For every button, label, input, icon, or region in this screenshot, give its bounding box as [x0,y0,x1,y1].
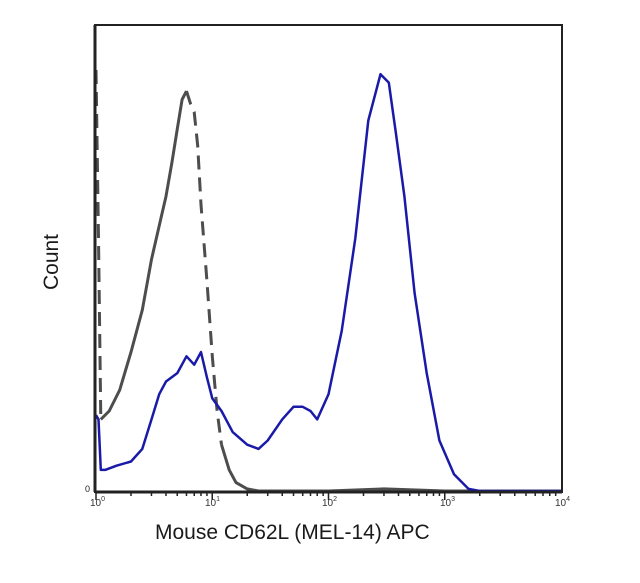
tick-base: 10 [322,498,334,509]
x-tick-10-3: 103 [440,496,455,509]
y-tick-zero: 0 [85,484,91,494]
x-tick-10-4: 104 [555,496,570,509]
x-axis-label: Mouse CD62L (MEL-14) APC [155,521,430,544]
plot-frame [94,24,563,493]
x-tick-10-0: 100 [90,496,105,509]
tick-base: 10 [205,498,217,509]
tick-base: 10 [440,498,452,509]
x-tick-10-1: 101 [205,496,220,509]
tick-exp: 3 [451,496,456,503]
tick-base: 10 [90,498,102,509]
tick-exp: 0 [101,496,106,503]
tick-exp: 1 [216,496,221,503]
y-axis-label: Count [40,233,63,291]
tick-exp: 2 [333,496,338,503]
tick-base: 10 [555,498,567,509]
isotype-control-curve-dashed [94,69,223,445]
x-tick-10-2: 102 [322,496,337,509]
tick-exp: 4 [566,496,571,503]
cd62l-apc-curve [94,72,561,493]
